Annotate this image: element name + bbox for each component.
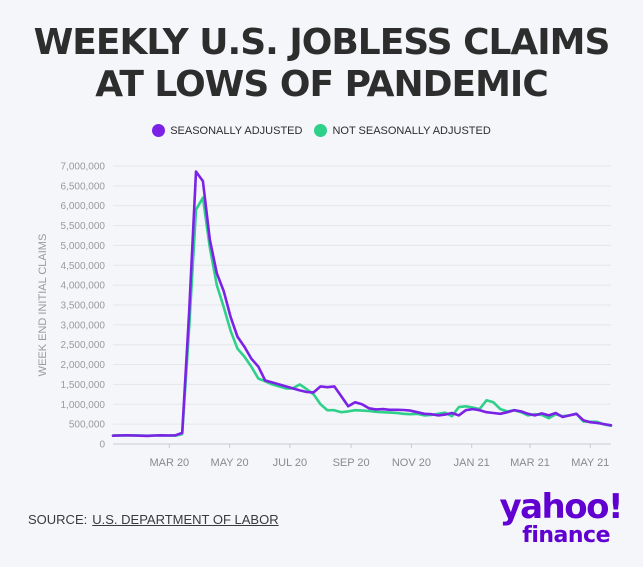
- x-tick-label: JAN 21: [454, 457, 490, 469]
- y-tick-label: 2,000,000: [61, 360, 106, 371]
- y-tick-label: 1,500,000: [61, 380, 106, 391]
- y-tick-label: 5,000,000: [61, 241, 106, 252]
- source-note: SOURCE: U.S. DEPARTMENT OF LABOR: [28, 512, 279, 527]
- x-tick-label: SEP 20: [333, 457, 370, 469]
- source-link[interactable]: U.S. DEPARTMENT OF LABOR: [92, 512, 279, 527]
- series-line-seasonally-adjusted: [111, 170, 613, 438]
- logo-finance: finance: [522, 523, 610, 546]
- chart-title: WEEKLY U.S. JOBLESS CLAIMS AT LOWS OF PA…: [0, 22, 643, 106]
- y-tick-label: 4,500,000: [61, 261, 106, 272]
- legend-label-not-seasonally-adjusted: NOT SEASONALLY ADJUSTED: [332, 124, 491, 137]
- legend-item-not-seasonally-adjusted: NOT SEASONALLY ADJUSTED: [314, 124, 491, 137]
- y-tick-label: 7,000,000: [61, 162, 106, 173]
- x-tick-label: NOV 20: [392, 457, 431, 469]
- legend-swatch-not-seasonally-adjusted: [314, 124, 328, 137]
- y-tick-label: 5,500,000: [61, 221, 106, 232]
- yahoo-finance-logo: yahoo! finance: [499, 487, 623, 546]
- source-label: SOURCE:: [28, 512, 88, 527]
- x-tick-label: JUL 20: [273, 457, 307, 469]
- legend-label-seasonally-adjusted: SEASONALLY ADJUSTED: [170, 124, 303, 137]
- logo-wordmark: yahoo!: [499, 487, 622, 527]
- y-tick-label: 3,000,000: [61, 320, 106, 331]
- y-tick-label: 500,000: [69, 420, 106, 431]
- x-tick-label: MAR 20: [149, 457, 189, 469]
- y-tick-label: 4,000,000: [61, 281, 106, 292]
- y-tick-label: 6,500,000: [61, 181, 106, 192]
- y-tick-label: 2,500,000: [61, 340, 106, 351]
- title-line-2: AT LOWS OF PANDEMIC: [95, 64, 549, 105]
- y-tick-label: 1,000,000: [61, 400, 106, 411]
- y-tick-label: 0: [99, 440, 105, 451]
- legend: SEASONALLY ADJUSTED NOT SEASONALLY ADJUS…: [0, 124, 643, 137]
- title-line-1: WEEKLY U.S. JOBLESS CLAIMS: [33, 22, 611, 63]
- series-line-not-seasonally-adjusted: [111, 196, 613, 438]
- x-tick-label: MAY 20: [211, 457, 249, 469]
- legend-item-seasonally-adjusted: SEASONALLY ADJUSTED: [152, 124, 302, 137]
- y-tick-label: 3,500,000: [61, 301, 106, 312]
- y-axis-label: WEEK END INITIAL CLAIMS: [37, 234, 49, 377]
- x-tick-label: MAR 21: [510, 457, 550, 469]
- legend-swatch-seasonally-adjusted: [152, 124, 166, 137]
- line-chart: 0 500,000 1,000,000 1,500,000 2,000,000 2,500…: [37, 162, 613, 469]
- y-tick-label: 6,000,000: [61, 201, 106, 212]
- x-tick-label: MAY 21: [571, 457, 609, 469]
